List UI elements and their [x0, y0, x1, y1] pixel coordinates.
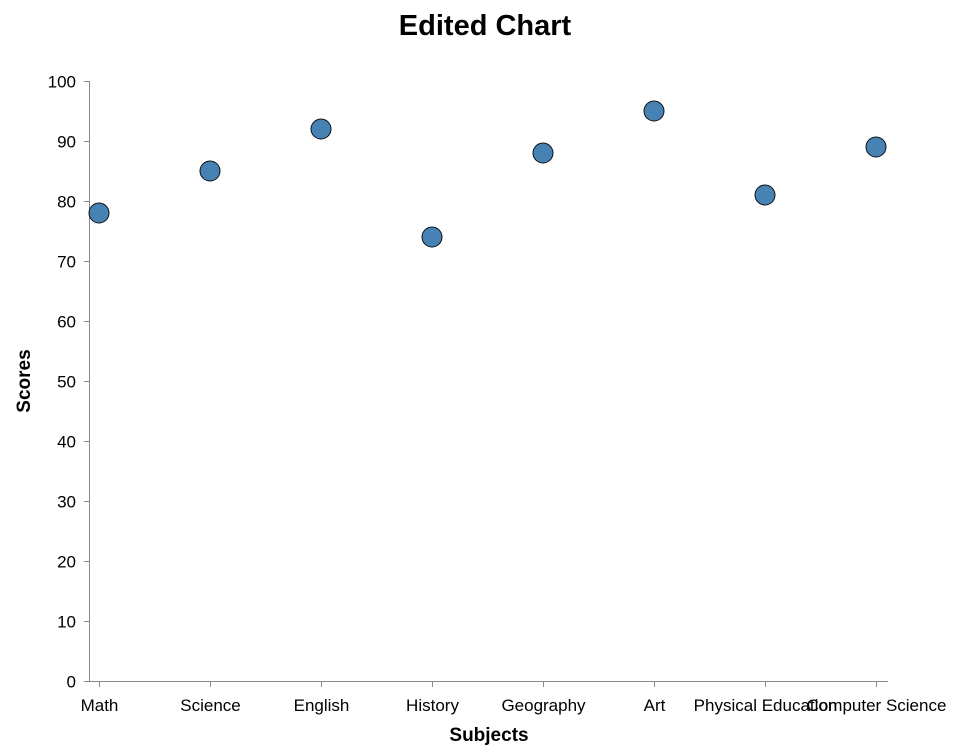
y-tick-label: 90 — [57, 133, 76, 152]
data-point[interactable] — [643, 100, 665, 122]
data-point[interactable] — [865, 136, 887, 158]
x-tick-label: Science — [180, 696, 240, 715]
data-point[interactable] — [754, 184, 776, 206]
y-tick-label: 70 — [57, 253, 76, 272]
x-tick-label: Physical Education — [694, 696, 838, 715]
data-point[interactable] — [88, 202, 110, 224]
data-point[interactable] — [532, 142, 554, 164]
y-tick-label: 100 — [48, 73, 76, 92]
x-tick-label: History — [406, 696, 459, 715]
data-point[interactable] — [199, 160, 221, 182]
data-points — [88, 100, 887, 248]
y-tick-label: 10 — [57, 613, 76, 632]
y-tick-label: 40 — [57, 433, 76, 452]
y-tick-label: 60 — [57, 313, 76, 332]
chart-title: Edited Chart — [399, 10, 572, 42]
y-tick-label: 50 — [57, 373, 76, 392]
y-axis-title: Scores — [14, 349, 35, 412]
x-tick-label: Geography — [501, 696, 586, 715]
data-point[interactable] — [310, 118, 332, 140]
x-tick-label: English — [294, 696, 350, 715]
y-tick-label: 80 — [57, 193, 76, 212]
y-tick-label: 0 — [67, 673, 76, 692]
x-tick-label: Computer Science — [807, 696, 947, 715]
x-axis-title: Subjects — [449, 725, 528, 746]
y-tick-label: 20 — [57, 553, 76, 572]
y-tick-label: 30 — [57, 493, 76, 512]
x-tick-label: Math — [81, 696, 119, 715]
x-tick-label: Art — [644, 696, 666, 715]
y-axis: 0 10 20 30 40 50 60 70 80 90 100 — [48, 73, 90, 692]
data-point[interactable] — [421, 226, 443, 248]
x-axis: Math Science English History Geography Art Phy… — [81, 681, 947, 715]
